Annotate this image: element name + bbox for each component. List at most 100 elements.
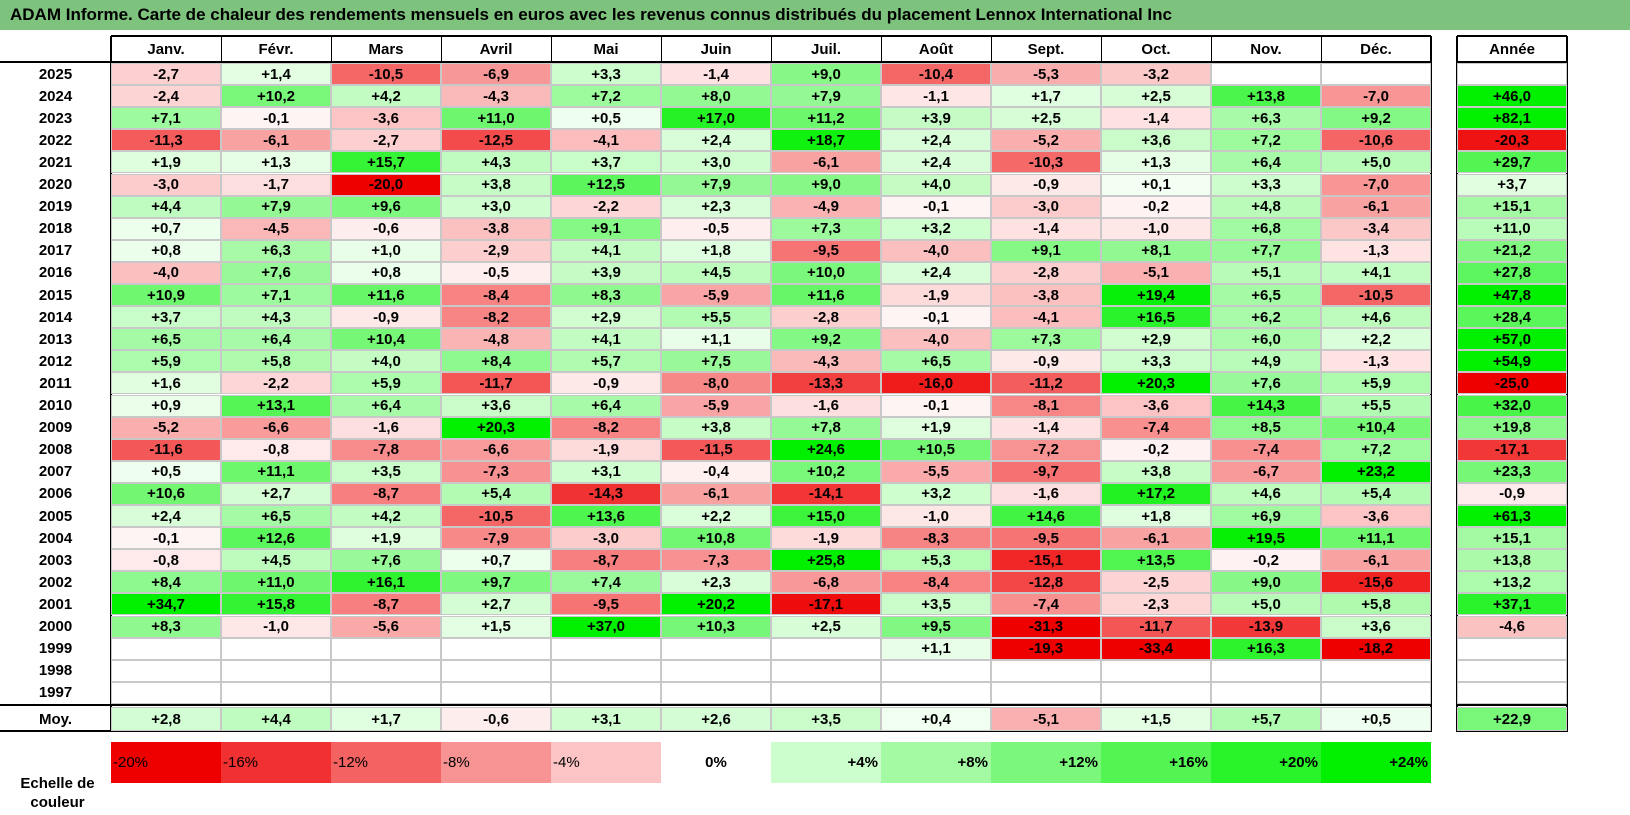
grid-border (1321, 36, 1322, 62)
heatmap-cell: -1,6 (331, 416, 441, 439)
heatmap-cell: -4,8 (441, 328, 551, 351)
heatmap-cell: +4,2 (331, 505, 441, 528)
heatmap-cell: -7,3 (441, 460, 551, 483)
heatmap-cell: +7,1 (111, 107, 221, 130)
heatmap-cell: +9,1 (991, 239, 1101, 262)
year-label: 2017 (38, 242, 73, 260)
heatmap-cell: -3,0 (991, 195, 1101, 218)
heatmap-cell: +7,6 (331, 549, 441, 572)
heatmap-cell: -10,5 (441, 505, 551, 528)
grid-border (441, 36, 442, 62)
color-scale-stop: 0% (661, 742, 771, 783)
heatmap-cell (661, 637, 771, 660)
year-label: 2004 (38, 529, 73, 547)
heatmap-cell: -15,6 (1321, 571, 1431, 594)
color-scale-stop: +4% (771, 742, 881, 783)
heatmap-cell: +9,1 (551, 217, 661, 240)
heatmap-cell: -12,5 (441, 129, 551, 152)
annual-cell (1457, 681, 1567, 704)
heatmap-cell: -6,6 (441, 438, 551, 461)
heatmap-cell: -5,2 (991, 129, 1101, 152)
year-label: 2018 (38, 220, 73, 238)
heatmap-cell: +2,4 (881, 129, 991, 152)
heatmap-cell: -8,4 (881, 571, 991, 594)
heatmap-cell (331, 659, 441, 682)
heatmap-cell: -4,5 (221, 217, 331, 240)
annual-cell (1457, 63, 1567, 86)
heatmap-cell: +9,5 (881, 615, 991, 638)
heatmap-cell: +3,5 (881, 593, 991, 616)
annual-cell: -25,0 (1457, 372, 1567, 395)
color-scale-stop: +24% (1321, 742, 1431, 783)
grid-border (1211, 36, 1212, 62)
heatmap-cell: +7,9 (771, 85, 881, 108)
heatmap-cell: +13,8 (1211, 85, 1321, 108)
heatmap-cell: -0,2 (1101, 438, 1211, 461)
heatmap-cell (881, 681, 991, 704)
heatmap-cell: +2,5 (1101, 85, 1211, 108)
heatmap-cell (991, 681, 1101, 704)
heatmap-cell: +9,7 (441, 571, 551, 594)
heatmap-cell: +8,4 (441, 350, 551, 373)
heatmap-cell: -8,7 (551, 549, 661, 572)
color-scale-label: Echelle de couleur (0, 770, 115, 815)
year-label: 2016 (38, 264, 73, 282)
heatmap-cell: +2,9 (1101, 328, 1211, 351)
heatmap-cell: -9,5 (991, 527, 1101, 550)
heatmap-cell: +3,3 (551, 63, 661, 86)
heatmap-cell: +0,7 (441, 549, 551, 572)
heatmap-cell: +11,0 (221, 571, 331, 594)
heatmap-cell: +2,3 (661, 571, 771, 594)
heatmap-cell: -7,3 (661, 549, 771, 572)
heatmap-cell: +10,4 (1321, 416, 1431, 439)
annual-cell: +28,4 (1457, 306, 1567, 329)
annual-cell: +15,1 (1457, 527, 1567, 550)
heatmap-cell: +25,8 (771, 549, 881, 572)
month-header: Déc. (1360, 40, 1392, 58)
year-label: 2009 (38, 419, 73, 437)
heatmap-cell: -0,9 (331, 306, 441, 329)
heatmap-cell: -11,7 (441, 372, 551, 395)
heatmap-cell: -7,0 (1321, 85, 1431, 108)
heatmap-cell (1211, 63, 1321, 86)
heatmap-cell: -5,9 (661, 394, 771, 417)
grid-border (551, 36, 552, 62)
heatmap-cell: +3,3 (1211, 173, 1321, 196)
average-annual-cell: +22,9 (1457, 707, 1567, 731)
grid-border (1101, 36, 1102, 62)
year-label: 2001 (38, 595, 73, 613)
heatmap-cell: -7,2 (991, 438, 1101, 461)
average-cell: +4,4 (221, 707, 331, 731)
heatmap-cell (991, 659, 1101, 682)
heatmap-cell: +8,3 (111, 615, 221, 638)
heatmap-cell: -1,4 (661, 63, 771, 86)
heatmap-cell: +8,5 (1211, 416, 1321, 439)
heatmap-cell: +5,9 (1321, 372, 1431, 395)
heatmap-cell: +3,8 (661, 416, 771, 439)
heatmap-cell: +0,5 (551, 107, 661, 130)
heatmap-cell: +3,0 (441, 195, 551, 218)
heatmap-cell (1101, 659, 1211, 682)
grid-border (1457, 61, 1567, 63)
heatmap-cell: -14,3 (551, 482, 661, 505)
heatmap-cell: -8,2 (551, 416, 661, 439)
heatmap-cell: +9,2 (771, 328, 881, 351)
heatmap-cell: +3,9 (881, 107, 991, 130)
heatmap-cell: +8,4 (111, 571, 221, 594)
heatmap-cell: -1,3 (1321, 239, 1431, 262)
heatmap-cell: +5,0 (1321, 151, 1431, 174)
annual-cell: +37,1 (1457, 593, 1567, 616)
heatmap-cell: -3,6 (1321, 505, 1431, 528)
heatmap-cell: -2,5 (1101, 571, 1211, 594)
heatmap-cell: +6,5 (221, 505, 331, 528)
heatmap-cell (661, 681, 771, 704)
heatmap-cell: +2,4 (661, 129, 771, 152)
heatmap-cell: -10,6 (1321, 129, 1431, 152)
annual-cell: +11,0 (1457, 217, 1567, 240)
heatmap-cell: +10,6 (111, 482, 221, 505)
year-label: 2022 (38, 131, 73, 149)
heatmap-cell: -1,7 (221, 173, 331, 196)
heatmap-cell: +1,7 (991, 85, 1101, 108)
heatmap-cell: +10,2 (771, 460, 881, 483)
